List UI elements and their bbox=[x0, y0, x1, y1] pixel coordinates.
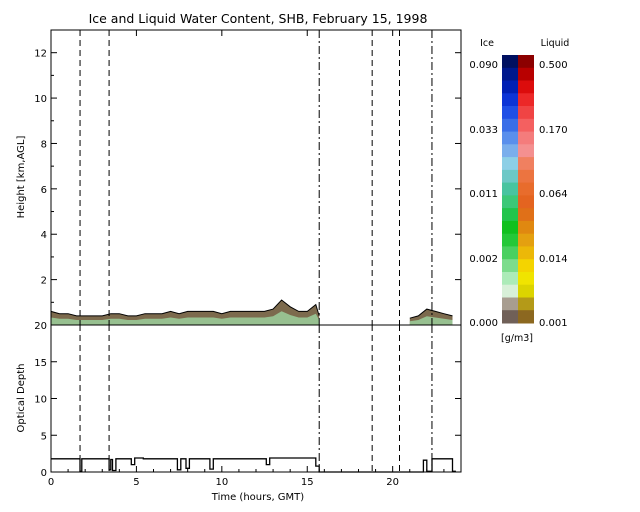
colorbar-liquid-swatch-17 bbox=[518, 272, 534, 286]
height-y-tick-label: 12 bbox=[34, 49, 47, 60]
colorbar-liquid-swatch-7 bbox=[518, 144, 534, 158]
colorbar-ice-swatch-18 bbox=[502, 284, 518, 298]
colorbar-ice-swatch-17 bbox=[502, 272, 518, 286]
colorbar-liquid-tick-label: 0.170 bbox=[539, 125, 568, 136]
time-x-tick-label: 0 bbox=[48, 477, 54, 488]
colorbar-ice-swatch-7 bbox=[502, 144, 518, 158]
colorbar-liquid-swatch-1 bbox=[518, 67, 534, 82]
colorbar-ice-tick-label: 0.000 bbox=[469, 318, 498, 329]
colorbar-liquid-swatch-18 bbox=[518, 284, 534, 298]
colorbar-ice-swatch-5 bbox=[502, 118, 518, 133]
colorbar-ice-swatch-14 bbox=[502, 233, 518, 247]
optical-depth-y-ticks: 0 5 10 15 20 bbox=[34, 321, 461, 479]
time-x-tick-label: 20 bbox=[386, 477, 399, 488]
colorbar-ice-swatch-12 bbox=[502, 208, 518, 222]
colorbar-liquid-swatch-5 bbox=[518, 118, 534, 133]
colorbar-ice-swatch-16 bbox=[502, 259, 518, 273]
colorbar-ice-swatch-0 bbox=[502, 55, 518, 69]
colorbar-ice-swatch-9 bbox=[502, 169, 518, 184]
colorbar-ice-swatch-11 bbox=[502, 195, 518, 209]
height-y-tick-label: 4 bbox=[41, 230, 47, 241]
optical-depth-plot-area bbox=[51, 325, 456, 473]
colorbar-liquid-swatch-6 bbox=[518, 131, 534, 145]
colorbar-ice-swatch-2 bbox=[502, 80, 518, 94]
height-y-axis-label: Height [km,AGL] bbox=[16, 136, 27, 219]
chart-title: Ice and Liquid Water Content, SHB, Febru… bbox=[89, 11, 428, 26]
height-plot-area bbox=[50, 30, 453, 325]
optical-depth-series-line bbox=[51, 457, 456, 473]
colorbar-liquid-swatch-0 bbox=[518, 55, 534, 69]
colorbar-liquid-tick-label: 0.500 bbox=[539, 60, 568, 71]
colorbar-ice-tick-label: 0.002 bbox=[469, 254, 498, 265]
colorbar-liquid-tick-label: 0.014 bbox=[539, 254, 568, 265]
optical-depth-y-tick-label: 20 bbox=[34, 321, 47, 332]
time-x-axis-label: Time (hours, GMT) bbox=[211, 492, 305, 503]
colorbar-liquid-swatch-4 bbox=[518, 106, 534, 120]
colorbar-liquid-swatch-2 bbox=[518, 80, 534, 94]
optical-depth-y-tick-label: 15 bbox=[34, 358, 47, 369]
colorbar: Ice Liquid 0.090 0.033 0.011 0.002 0.000 0.50… bbox=[469, 38, 569, 344]
cloud-area-liquid-2 bbox=[409, 316, 453, 325]
optical-depth-y-axis-label: Optical Depth bbox=[16, 364, 27, 433]
colorbar-ice-swatch-13 bbox=[502, 220, 518, 235]
colorbar-liquid-tick-label: 0.064 bbox=[539, 189, 568, 200]
colorbar-liquid-swatch-13 bbox=[518, 220, 534, 235]
optical-depth-y-tick-label: 5 bbox=[41, 431, 47, 442]
colorbar-ice-tick-label: 0.033 bbox=[469, 125, 498, 136]
colorbar-ice-swatch-6 bbox=[502, 131, 518, 145]
colorbar-ice-swatch-8 bbox=[502, 157, 518, 171]
colorbar-ice-swatch-15 bbox=[502, 246, 518, 260]
time-x-tick-label: 5 bbox=[133, 477, 139, 488]
cloud-top-outline-1 bbox=[50, 299, 320, 317]
height-y-ticks: 2 4 6 8 10 12 bbox=[34, 29, 461, 303]
optical-depth-panel: 0 5 10 15 20 0 5 10 15 20 Optical Depth Time (ho… bbox=[16, 30, 462, 503]
colorbar-liquid-swatch-9 bbox=[518, 169, 534, 184]
colorbar-liquid-swatch-19 bbox=[518, 297, 534, 311]
height-y-tick-label: 6 bbox=[41, 185, 47, 196]
colorbar-liquid-swatch-8 bbox=[518, 157, 534, 171]
colorbar-ice-tick-label: 0.011 bbox=[469, 189, 498, 200]
colorbar-liquid-swatch-3 bbox=[518, 93, 534, 107]
colorbar-liquid-swatch-15 bbox=[518, 246, 534, 260]
height-y-tick-label: 8 bbox=[41, 139, 47, 150]
colorbar-liquid-swatch-16 bbox=[518, 259, 534, 273]
colorbar-liquid-swatch-10 bbox=[518, 182, 534, 196]
height-y-tick-label: 10 bbox=[34, 94, 47, 105]
colorbar-ice-swatch-19 bbox=[502, 297, 518, 311]
colorbar-ice-swatches bbox=[502, 55, 518, 324]
optical-depth-y-tick-label: 10 bbox=[34, 395, 47, 406]
colorbar-ice-label: Ice bbox=[480, 38, 494, 49]
height-panel: 2 4 6 8 10 12 Height [km,AGL] bbox=[16, 29, 462, 326]
colorbar-ice-tick-label: 0.090 bbox=[469, 60, 498, 71]
colorbar-liquid-swatch-20 bbox=[518, 310, 534, 324]
colorbar-liquid-label: Liquid bbox=[541, 38, 570, 49]
colorbar-ice-swatch-4 bbox=[502, 106, 518, 120]
colorbar-ice-swatch-1 bbox=[502, 67, 518, 82]
optical-depth-y-tick-label: 0 bbox=[41, 468, 47, 479]
colorbar-liquid-swatch-11 bbox=[518, 195, 534, 209]
height-y-tick-label: 2 bbox=[41, 276, 47, 287]
colorbar-tick-labels: 0.090 0.033 0.011 0.002 0.000 0.500 0.170 0.064… bbox=[469, 60, 567, 329]
cloud-area-liquid-1 bbox=[51, 311, 320, 325]
colorbar-liquid-swatch-12 bbox=[518, 208, 534, 222]
colorbar-liquid-swatch-14 bbox=[518, 233, 534, 247]
colorbar-ice-swatch-3 bbox=[502, 93, 518, 107]
colorbar-unit-label: [g/m3] bbox=[501, 333, 533, 344]
colorbar-ice-swatch-10 bbox=[502, 182, 518, 196]
time-x-ticks: 0 5 10 15 20 bbox=[48, 30, 445, 488]
colorbar-liquid-swatches bbox=[518, 55, 534, 324]
time-x-tick-label: 10 bbox=[215, 477, 228, 488]
colorbar-liquid-tick-label: 0.001 bbox=[539, 318, 568, 329]
colorbar-ice-swatch-20 bbox=[502, 310, 518, 324]
time-x-tick-label: 15 bbox=[301, 477, 314, 488]
cloud-top-outline-2 bbox=[409, 308, 453, 319]
